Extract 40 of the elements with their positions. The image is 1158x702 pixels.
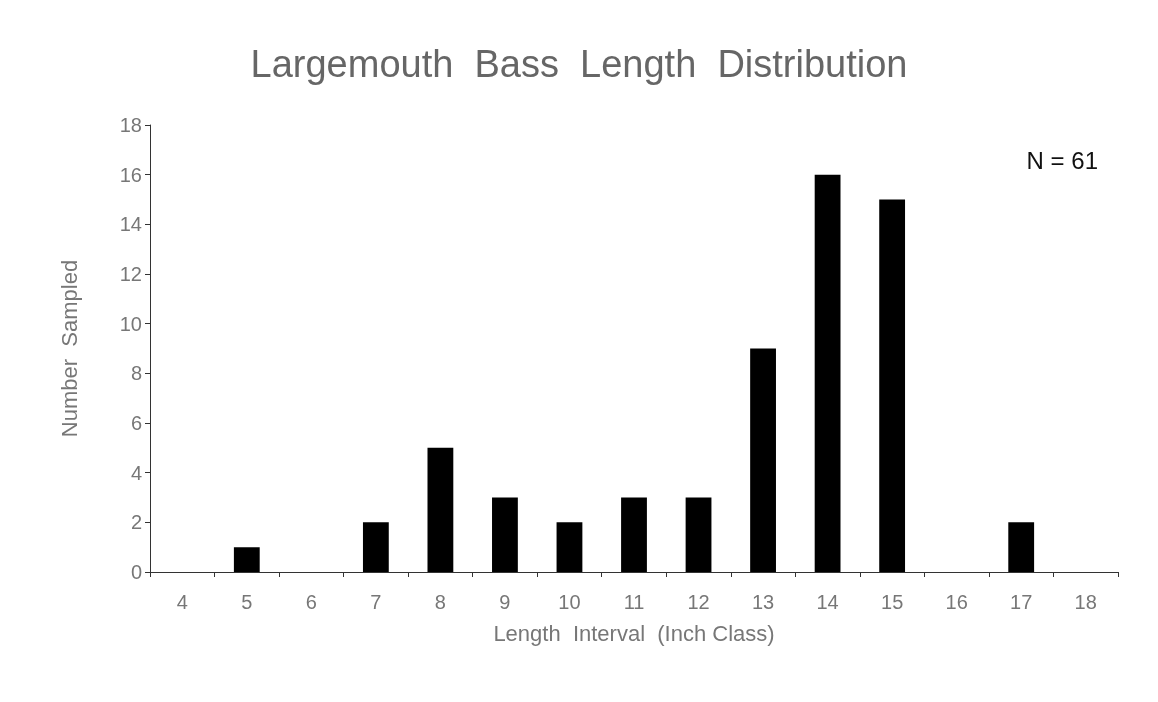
- y-tick-label: 6: [130, 412, 142, 434]
- bar: [233, 547, 260, 572]
- y-tick-label: 18: [119, 114, 142, 136]
- y-tick-label: 8: [130, 362, 142, 385]
- y-tick-label: 14: [119, 213, 142, 236]
- x-tick-label: 15: [881, 591, 904, 613]
- x-tick-label: 10: [558, 591, 581, 613]
- y-tick-label: 0: [130, 561, 142, 583]
- y-tick-label: 16: [119, 163, 142, 186]
- y-tick-label: 10: [119, 312, 142, 335]
- y-tick-label: 2: [130, 511, 142, 534]
- x-tick-label: 7: [370, 591, 382, 613]
- bar: [556, 522, 583, 572]
- bar: [362, 522, 389, 572]
- x-tick-label: 16: [945, 591, 968, 613]
- bar: [750, 348, 776, 572]
- x-axis-title: Length Interval (Inch Class): [493, 620, 775, 646]
- x-tick-label: 14: [816, 591, 839, 613]
- x-tick-label: 5: [241, 591, 253, 613]
- annotation: N = 61: [1026, 146, 1099, 174]
- bar: [621, 497, 647, 572]
- x-tick-label: 11: [623, 591, 645, 613]
- x-tick-label: 13: [751, 591, 775, 613]
- bar: [1008, 522, 1035, 572]
- x-tick-label: 8: [434, 591, 446, 613]
- y-tick-label: 4: [130, 461, 142, 484]
- x-tick-label: 9: [499, 591, 511, 613]
- x-tick-label: 4: [176, 591, 188, 613]
- bar: [879, 199, 906, 572]
- x-tick-label: 17: [1010, 591, 1033, 613]
- x-tick-label: 18: [1074, 591, 1097, 613]
- bar: [685, 497, 712, 572]
- y-axis-title: Number Sampled: [56, 259, 82, 438]
- y-tick-label: 12: [119, 263, 142, 285]
- x-tick-label: 12: [687, 591, 710, 613]
- chart-title: Largemouth Bass Length Distribution: [250, 43, 908, 85]
- bar: [492, 497, 518, 572]
- bar: [427, 447, 454, 572]
- bar: [814, 174, 841, 572]
- x-tick-label: 6: [305, 591, 317, 613]
